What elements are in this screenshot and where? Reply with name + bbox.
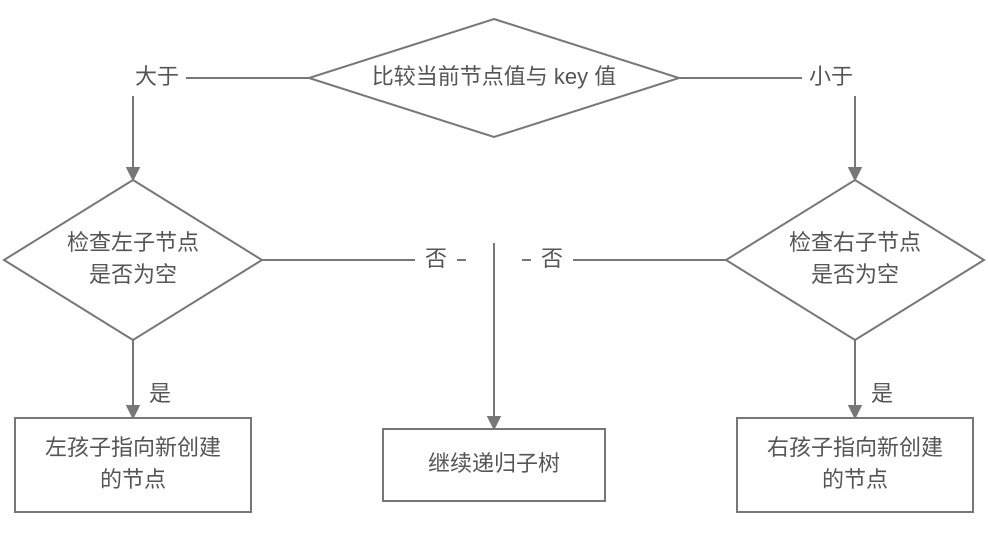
edge-label-e_cr_yes: 是 (871, 381, 893, 406)
node-check_left-text-1: 是否为空 (89, 262, 177, 287)
node-left_result-text-1: 的节点 (100, 467, 166, 492)
node-check_right: 检查右子节点是否为空 (726, 180, 984, 340)
edge-label-e_cl_no: 否 (425, 246, 447, 271)
node-right_result-text-0: 右孩子指向新创建 (767, 435, 943, 460)
node-left_result: 左孩子指向新创建的节点 (15, 418, 251, 512)
node-left_result-text-0: 左孩子指向新创建 (45, 435, 221, 460)
node-check_right-text-0: 检查右子节点 (789, 230, 921, 255)
node-right_result-text-1: 的节点 (822, 467, 888, 492)
node-check_left-text-0: 检查左子节点 (67, 230, 199, 255)
node-check_right-text-1: 是否为空 (811, 262, 899, 287)
rect-shape (15, 418, 251, 512)
diamond-shape (726, 180, 984, 340)
node-compare-text-0: 比较当前节点值与 key 值 (372, 64, 616, 89)
node-recurse: 继续递归子树 (383, 429, 605, 501)
rect-shape (737, 418, 973, 512)
node-check_left: 检查左子节点是否为空 (4, 180, 262, 340)
edge-label-e_cr_no: 否 (541, 246, 563, 271)
node-recurse-text-0: 继续递归子树 (428, 451, 560, 476)
edge-label-e_lt_h: 小于 (809, 64, 853, 89)
edge-label-e_cl_yes: 是 (149, 381, 171, 406)
node-compare: 比较当前节点值与 key 值 (309, 19, 679, 137)
diamond-shape (4, 180, 262, 340)
flowchart-canvas: 比较当前节点值与 key 值检查左子节点是否为空检查右子节点是否为空左孩子指向新… (0, 0, 988, 535)
edge-label-e_gt_h: 大于 (135, 64, 179, 89)
node-right_result: 右孩子指向新创建的节点 (737, 418, 973, 512)
